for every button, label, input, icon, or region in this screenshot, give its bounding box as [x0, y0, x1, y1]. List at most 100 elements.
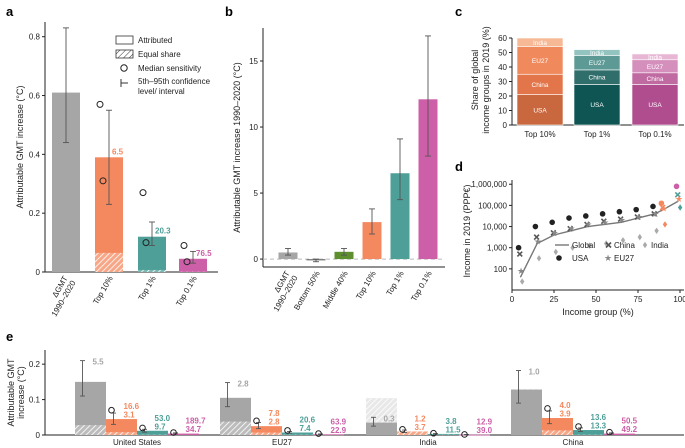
d-point-eu27: ★ [534, 236, 542, 246]
a-legend-median: Median sensitivity [138, 64, 201, 73]
b-bar [278, 252, 298, 260]
b-xtick-label: Top 10% [354, 270, 377, 301]
e-median-marker [139, 424, 146, 432]
a-median-marker [183, 258, 191, 266]
a-bar-equal-share [138, 269, 166, 272]
e-bar [282, 432, 313, 435]
b-bar [418, 99, 438, 260]
b-xtick-label: Top 0.1% [409, 270, 433, 303]
d-ytick-label: 100,000 [478, 201, 507, 210]
e-bottom-label: 39.0 [477, 426, 493, 435]
c-segment-label: USA [533, 107, 547, 114]
c-ytick-label: 60 [498, 34, 507, 43]
b-bar [362, 222, 382, 260]
e-median-marker [461, 431, 468, 438]
d-point-india [677, 204, 683, 211]
e-median-marker [315, 430, 322, 437]
e-top-label: 12.9 [477, 418, 493, 427]
c-ytick-label: 0 [503, 121, 508, 130]
e-median-marker [108, 406, 115, 414]
e-median-marker [544, 405, 551, 412]
e-bottom-label: 9.7 [155, 422, 167, 431]
e-bar-equal-share [106, 432, 137, 435]
d-point-eu27: ★ [651, 209, 659, 219]
a-xtick-label: Top 10% [91, 275, 114, 306]
d-point-china [617, 216, 624, 223]
d-point-eu27: ★ [601, 217, 609, 227]
a-bar-equal-share [95, 252, 123, 272]
e-top-label: 189.7 [186, 417, 207, 426]
panel-a: 0 0.2 0.4 0.6 0.8 Attributable GMT increase (… [15, 22, 218, 318]
d-point-china [651, 210, 658, 217]
e-bar [251, 426, 282, 435]
e-top-label: 16.6 [124, 402, 140, 411]
d-point-usa [633, 206, 639, 213]
e-group-label: China [563, 438, 584, 447]
d-point-usa [616, 208, 623, 215]
d-point-china [634, 214, 641, 220]
e-top-label: 53.0 [155, 414, 171, 423]
e-bottom-label: 3.7 [415, 423, 427, 432]
c-ytick-label: 40 [498, 63, 507, 72]
c-segment-label: EU27 [589, 60, 606, 67]
d-ytick-label: 1,000,000 [471, 180, 507, 189]
d-point-india [570, 244, 575, 251]
e-ytick-label: 0 [36, 431, 41, 440]
e-bottom-label: 13.3 [591, 422, 607, 431]
c-stack-segment [631, 53, 679, 61]
e-top-label: 13.6 [591, 413, 607, 422]
a-median-marker [96, 100, 104, 108]
c-segment-label: India [533, 40, 547, 47]
e-bar-equal-share [220, 421, 251, 435]
a-median-marker [142, 239, 150, 247]
d-point-china [584, 221, 590, 228]
e-bar [428, 433, 459, 435]
e-bar [511, 389, 542, 435]
d-point-usa [658, 200, 665, 207]
a-xtick-label: Top 1% [137, 275, 158, 303]
e-bottom-label: 3.9 [560, 410, 572, 419]
e-top-label: 2.8 [238, 380, 250, 389]
d-legend-global: Global [572, 241, 595, 250]
d-legend-india-swatch [642, 241, 648, 249]
d-point-china [600, 218, 607, 225]
b-bar [390, 173, 410, 260]
d-point-usa [566, 215, 572, 221]
c-segment-label: India [648, 54, 662, 61]
d-point-china [516, 251, 523, 258]
c-segment-label: EU27 [647, 64, 664, 71]
panel-b: 0 5 10 15 Attributable GMT increase 1990–202… [232, 28, 445, 313]
d-xlabel: Income group (%) [562, 307, 634, 317]
e-bottom-label: 2.8 [269, 418, 281, 427]
d-point-india [587, 242, 592, 249]
b-ytick-label: 10 [249, 123, 258, 132]
c-ytick-label: 20 [498, 92, 507, 101]
e-group-label: India [419, 438, 437, 447]
c-stack-segment [573, 84, 621, 126]
b-ytick-label: 15 [249, 57, 258, 66]
c-segment-label: India [590, 50, 604, 57]
panel-letter-d: d [455, 159, 463, 174]
b-xtick-label: Bottom 50% [292, 270, 322, 312]
e-group-label: EU27 [272, 438, 293, 447]
c-segment-label: USA [590, 102, 604, 109]
d-xtick-label: 50 [592, 295, 601, 304]
e-top-label: 4.0 [560, 401, 572, 410]
d-point-usa [532, 223, 539, 230]
d-ytick-label: 1,000 [487, 244, 508, 253]
d-point-china [674, 191, 681, 198]
a-ratio-label: 76.5 [196, 249, 212, 258]
e-top-label: 63.9 [331, 417, 347, 426]
b-ylabel: Attributable GMT increase 1990–2020 (°C) [232, 62, 242, 233]
d-xtick-label: 0 [510, 295, 515, 304]
e-bar-equal-share [397, 431, 428, 435]
e-median-marker [606, 428, 613, 436]
a-ratio-label: 20.3 [155, 227, 171, 236]
d-point-usa [599, 211, 606, 217]
c-xtick-label: Top 1% [584, 130, 611, 139]
e-group-label: United States [113, 438, 161, 447]
a-legend-ci-2: level/ interval [138, 87, 185, 96]
d-point-eu27: ★ [635, 212, 643, 222]
b-ytick-label: 5 [254, 189, 259, 198]
